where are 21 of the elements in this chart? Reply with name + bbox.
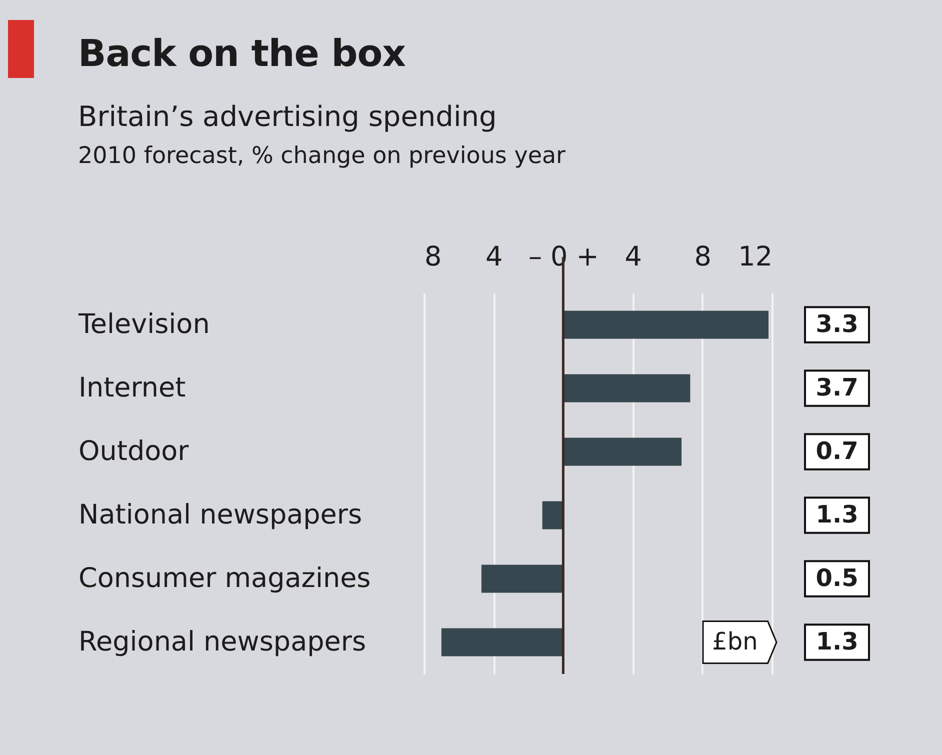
- y-tick-label: National newspapers: [78, 499, 362, 530]
- x-tick-label: 4: [624, 242, 642, 272]
- y-tick-label: Outdoor: [78, 436, 190, 467]
- y-tick-label: Regional newspapers: [78, 626, 366, 658]
- x-axis-title: 2010 forecast, % change on previous year: [78, 143, 566, 169]
- y-tick-label: Internet: [78, 372, 186, 404]
- text: 1.3: [816, 627, 858, 656]
- chart-title: Back on the box: [78, 32, 406, 75]
- x-tick-label: 8: [424, 242, 442, 272]
- text: 1.3: [816, 500, 858, 528]
- y-tick-label: Consumer magazines: [78, 562, 371, 594]
- y-tick-label: Television: [78, 308, 210, 340]
- x-tick-label: 8: [694, 242, 712, 272]
- text: 0.7: [816, 436, 858, 465]
- text: 3.7: [816, 373, 858, 402]
- x-tick-label: 4: [486, 242, 503, 272]
- chart-subtitle: Britain’s advertising spending: [78, 100, 497, 133]
- annotation: £bn: [712, 627, 758, 656]
- text: 3.3: [816, 310, 858, 338]
- text: 0.5: [816, 564, 858, 592]
- x-tick-label: 12: [738, 242, 772, 272]
